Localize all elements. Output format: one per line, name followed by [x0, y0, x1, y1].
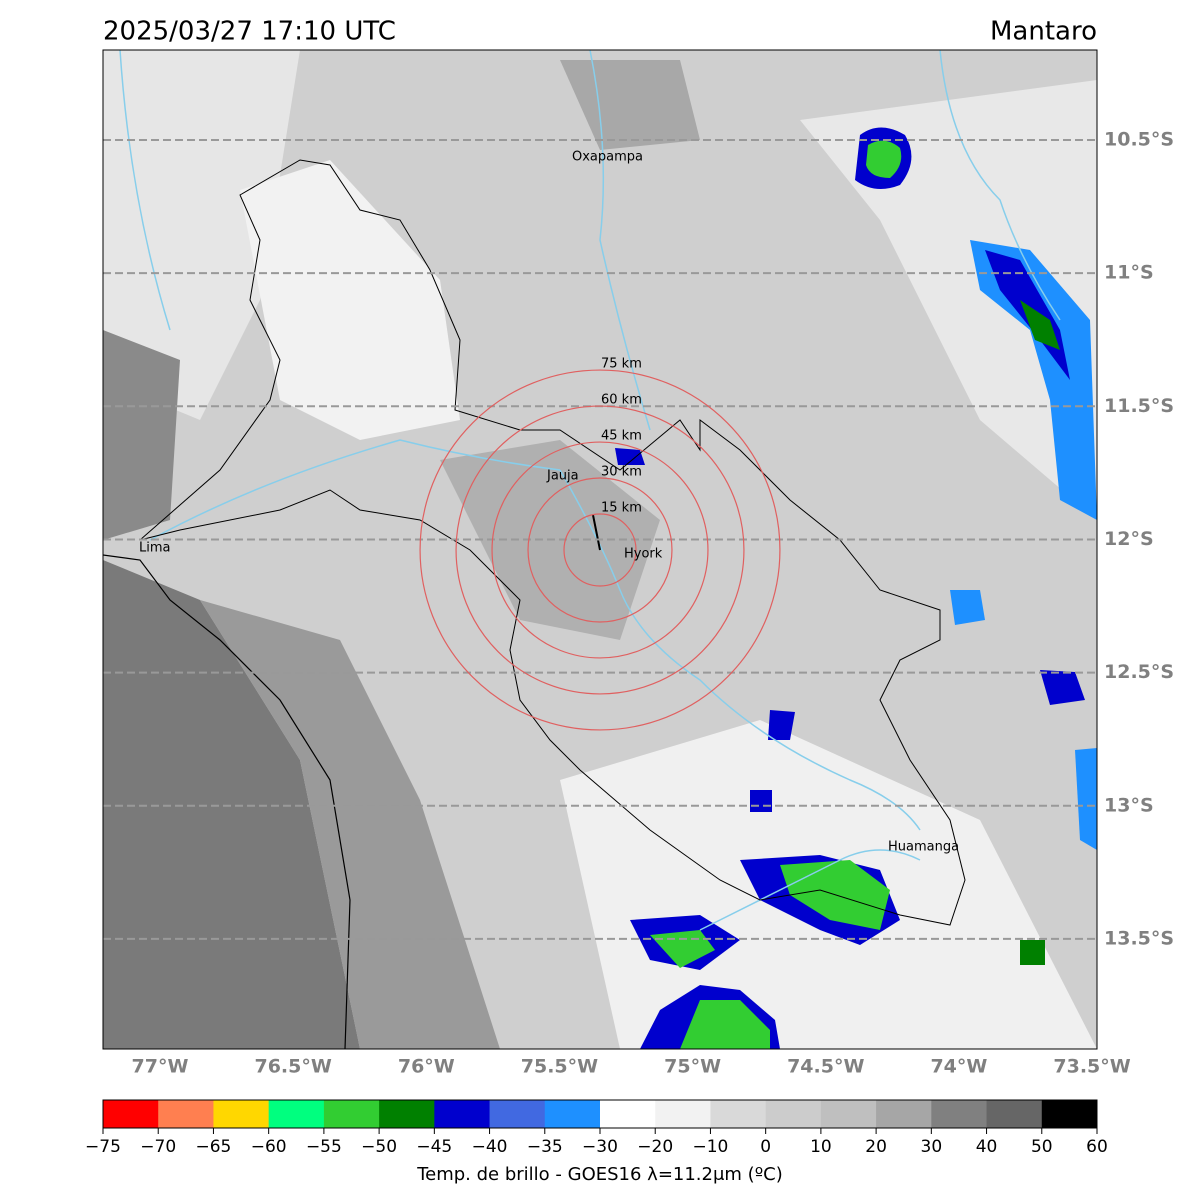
colorbar-bin	[213, 1100, 270, 1128]
colorbar-bin	[710, 1100, 767, 1128]
colorbar-tick-label: −40	[472, 1137, 508, 1157]
lon-label: 75.5°W	[521, 1056, 598, 1078]
range-ring	[563, 513, 637, 587]
colorbar-bin	[600, 1100, 656, 1128]
colorbar-tick-label: 40	[976, 1137, 998, 1157]
ring-label: 15 km	[601, 501, 642, 516]
colorbar-tick-label: 10	[810, 1137, 832, 1157]
title: 2025/03/27 17:10 UTC	[103, 17, 396, 47]
colorbar-bin	[379, 1100, 435, 1128]
colorbar: −75 −70 −65 −60 −55 −50 −45 −40 −35 −30 −20 −10 0 10 2…	[85, 1099, 1108, 1157]
colorbar-bin	[489, 1100, 546, 1128]
colorbar-tick-label: 60	[1086, 1137, 1108, 1157]
colorbar-tick-label: −10	[692, 1137, 728, 1157]
ring-label: 75 km	[601, 357, 642, 372]
colorbar-tick-label: 20	[865, 1137, 887, 1157]
range-ring	[527, 477, 673, 623]
lon-label: 76°W	[398, 1056, 455, 1078]
colorbar-bin	[103, 1100, 159, 1128]
colorbar-tick-label: 30	[921, 1137, 943, 1157]
lat-label: 12°S	[1104, 528, 1154, 550]
colorbar-label: Temp. de brillo - GOES16 λ=11.2μm (ºC)	[416, 1164, 783, 1185]
range-rings: 15 km 30 km 45 km 60 km 75 km	[419, 357, 781, 731]
map-frame	[102, 49, 1098, 1050]
colorbar-bin	[268, 1100, 325, 1128]
colorbar-tick-label: 0	[760, 1137, 771, 1157]
place-label: Jauja	[546, 469, 579, 484]
colorbar-bin	[655, 1100, 711, 1128]
lat-label: 11°S	[1104, 262, 1154, 284]
lat-label: 10.5°S	[1104, 129, 1174, 151]
colorbar-bin	[544, 1100, 601, 1128]
lon-label: 75°W	[664, 1056, 721, 1078]
ring-label: 60 km	[601, 393, 642, 408]
lon-label: 74.5°W	[787, 1056, 864, 1078]
colorbar-tick-label: −75	[85, 1137, 121, 1157]
colorbar-tick-label: −50	[361, 1137, 397, 1157]
colorbar-bin	[434, 1100, 491, 1128]
colorbar-tick-label: −70	[140, 1137, 176, 1157]
lon-label: 77°W	[132, 1056, 189, 1078]
place-label: Oxapampa	[572, 150, 643, 165]
range-ring	[455, 405, 745, 695]
colorbar-tick-label: −60	[251, 1137, 287, 1157]
place-label: Huamanga	[888, 840, 959, 855]
colorbar-bin	[820, 1100, 877, 1128]
lat-label: 11.5°S	[1104, 395, 1174, 417]
colorbar-tick-label: −30	[582, 1137, 618, 1157]
place-label: Hyork	[624, 547, 663, 562]
colorbar-tick-label: −20	[637, 1137, 673, 1157]
range-ring	[491, 441, 709, 659]
colorbar-bin	[1041, 1100, 1098, 1128]
satellite-image	[103, 50, 1097, 1049]
lon-label: 74°W	[930, 1056, 987, 1078]
ring-label: 30 km	[601, 465, 642, 480]
lat-label: 13°S	[1104, 794, 1154, 816]
colorbar-bin	[931, 1100, 988, 1128]
colorbar-bin	[323, 1100, 380, 1128]
colorbar-tick-label: −35	[527, 1137, 563, 1157]
range-ring	[419, 369, 781, 731]
colorbar-tick-label: 50	[1031, 1137, 1053, 1157]
region-name: Mantaro	[990, 17, 1097, 47]
colorbar-tick-label: −65	[195, 1137, 231, 1157]
lat-label: 13.5°S	[1104, 927, 1174, 949]
place-label: Lima	[139, 541, 170, 556]
lat-label: 12.5°S	[1104, 661, 1174, 683]
colorbar-bin	[876, 1100, 932, 1128]
colorbar-bin	[765, 1100, 822, 1128]
lon-label: 76.5°W	[254, 1056, 331, 1078]
colorbar-bin	[986, 1100, 1043, 1128]
colorbar-bin	[158, 1100, 214, 1128]
colorbar-tick-label: −45	[416, 1137, 452, 1157]
lon-label: 73.5°W	[1053, 1056, 1130, 1078]
ring-label: 45 km	[601, 429, 642, 444]
colorbar-tick-label: −55	[306, 1137, 342, 1157]
